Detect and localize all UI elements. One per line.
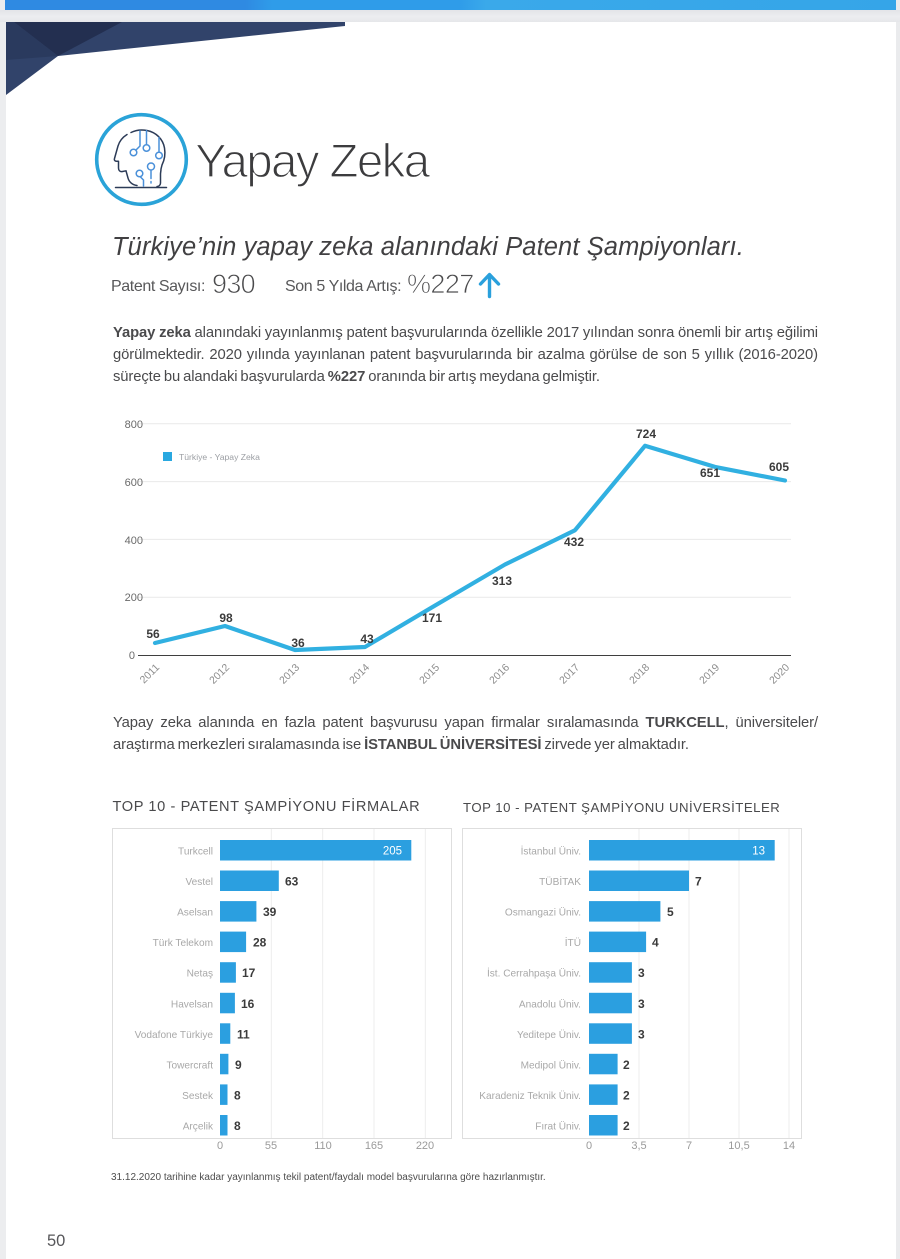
svg-text:36: 36 — [291, 636, 305, 650]
svg-text:Turkcell: Turkcell — [178, 847, 213, 858]
svg-text:8: 8 — [234, 1088, 241, 1102]
svg-text:313: 313 — [492, 574, 512, 588]
svg-text:Medipol Üniv.: Medipol Üniv. — [521, 1059, 581, 1071]
svg-text:Türk Telekom: Türk Telekom — [153, 938, 213, 949]
svg-text:11: 11 — [237, 1027, 250, 1041]
svg-text:Osmangazi Üniv.: Osmangazi Üniv. — [505, 907, 581, 919]
svg-text:9: 9 — [235, 1058, 242, 1072]
svg-text:56: 56 — [146, 627, 160, 641]
svg-text:TÜBİTAK: TÜBİTAK — [539, 875, 581, 888]
svg-text:2012: 2012 — [207, 662, 232, 687]
svg-text:2014: 2014 — [347, 662, 372, 687]
svg-text:7: 7 — [686, 1140, 692, 1152]
svg-text:Türkiye - Yapay Zeka: Türkiye - Yapay Zeka — [179, 452, 260, 462]
svg-text:724: 724 — [636, 427, 656, 441]
svg-text:Vodafone Türkiye: Vodafone Türkiye — [135, 1030, 214, 1041]
svg-text:2: 2 — [623, 1088, 630, 1102]
svg-text:165: 165 — [365, 1140, 383, 1152]
svg-text:16: 16 — [241, 997, 255, 1011]
svg-text:110: 110 — [314, 1140, 332, 1152]
svg-text:800: 800 — [125, 419, 143, 431]
svg-text:Karadeniz Teknik Üniv.: Karadeniz Teknik Üniv. — [479, 1090, 581, 1102]
svg-text:Vestel: Vestel — [186, 877, 214, 888]
svg-text:10,5: 10,5 — [728, 1140, 749, 1152]
svg-text:2020: 2020 — [767, 662, 792, 687]
svg-text:2: 2 — [623, 1119, 630, 1133]
svg-text:2: 2 — [623, 1058, 630, 1072]
svg-text:7: 7 — [695, 875, 702, 889]
svg-text:Anadolu Üniv.: Anadolu Üniv. — [519, 998, 581, 1010]
svg-text:4: 4 — [652, 936, 659, 950]
svg-text:Fırat Üniv.: Fırat Üniv. — [535, 1121, 581, 1133]
svg-text:39: 39 — [263, 905, 277, 919]
svg-text:0: 0 — [217, 1140, 223, 1152]
svg-text:3: 3 — [638, 1027, 645, 1041]
svg-text:13: 13 — [752, 846, 765, 858]
svg-text:8: 8 — [234, 1119, 241, 1133]
svg-text:200: 200 — [125, 592, 143, 604]
svg-text:55: 55 — [265, 1140, 277, 1152]
svg-text:98: 98 — [219, 611, 233, 625]
svg-text:63: 63 — [285, 875, 299, 889]
svg-text:14: 14 — [783, 1140, 795, 1152]
svg-text:400: 400 — [125, 535, 143, 547]
svg-text:0: 0 — [586, 1140, 592, 1152]
svg-text:3: 3 — [638, 966, 645, 980]
svg-text:171: 171 — [422, 611, 442, 625]
svg-text:Havelsan: Havelsan — [171, 999, 213, 1010]
svg-text:0: 0 — [129, 650, 135, 662]
svg-text:İTÜ: İTÜ — [565, 936, 581, 949]
svg-text:Yeditepe Üniv.: Yeditepe Üniv. — [517, 1029, 581, 1041]
svg-text:İstanbul Üniv.: İstanbul Üniv. — [521, 845, 581, 858]
svg-text:3: 3 — [638, 997, 645, 1011]
svg-text:Netaş: Netaş — [187, 969, 213, 980]
svg-text:2015: 2015 — [417, 662, 442, 687]
svg-text:Sestek: Sestek — [182, 1091, 214, 1102]
svg-text:600: 600 — [125, 477, 143, 489]
svg-text:17: 17 — [242, 966, 256, 980]
svg-text:43: 43 — [360, 632, 374, 646]
svg-text:Arçelik: Arçelik — [183, 1122, 214, 1133]
svg-text:2016: 2016 — [487, 662, 512, 687]
svg-text:2013: 2013 — [277, 662, 302, 687]
svg-text:Aselsan: Aselsan — [177, 908, 213, 919]
svg-text:605: 605 — [769, 460, 789, 474]
svg-text:2019: 2019 — [697, 662, 722, 687]
svg-text:İst. Cerrahpaşa Üniv.: İst. Cerrahpaşa Üniv. — [487, 967, 581, 980]
svg-text:432: 432 — [564, 535, 584, 549]
svg-text:220: 220 — [416, 1140, 434, 1152]
svg-text:5: 5 — [667, 905, 674, 919]
svg-text:2017: 2017 — [557, 662, 582, 687]
svg-text:3,5: 3,5 — [631, 1140, 646, 1152]
svg-text:205: 205 — [383, 846, 402, 858]
svg-text:28: 28 — [253, 936, 267, 950]
svg-text:2011: 2011 — [138, 662, 163, 687]
svg-text:651: 651 — [700, 466, 720, 480]
svg-text:Towercraft: Towercraft — [166, 1060, 213, 1071]
svg-text:2018: 2018 — [627, 662, 652, 687]
